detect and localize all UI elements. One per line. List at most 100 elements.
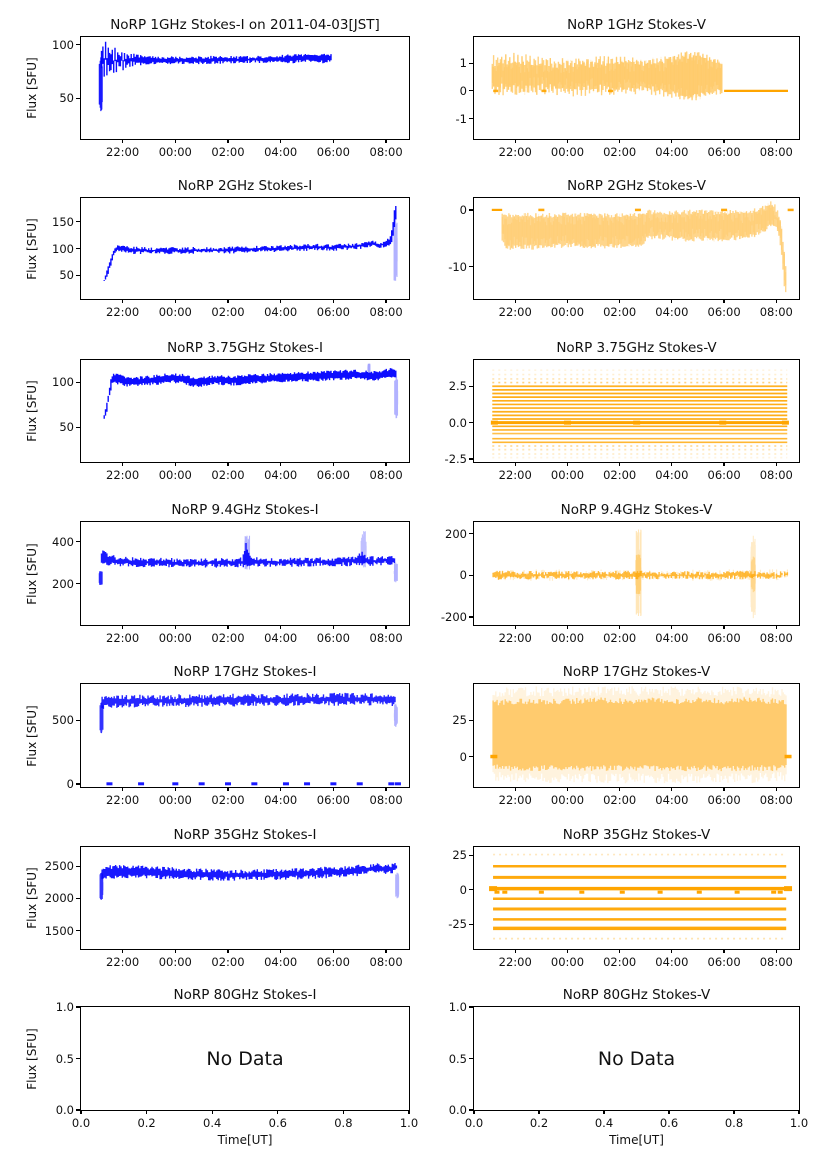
x-tick-mark [146, 1110, 148, 1114]
x-tick-mark [566, 462, 569, 466]
x-tick-mark [280, 949, 282, 953]
x-tick-label: 22:00 [498, 631, 532, 645]
x-tick-mark [619, 299, 621, 303]
y-tick-mark [469, 1006, 473, 1008]
subplot-title: NoRP 1GHz Stokes-I on 2011-04-03[JST] [110, 17, 380, 33]
y-tick-label: 1500 [44, 923, 74, 938]
y-tick-label: 50 [59, 268, 74, 283]
y-tick-label: 0 [459, 202, 467, 217]
plot-area [490, 369, 789, 459]
y-axis-label: Flux [SFU] [25, 867, 39, 929]
y-tick-mark [76, 541, 80, 543]
x-tick-mark [514, 299, 516, 303]
subplot-title: NoRP 17GHz Stokes-I [173, 664, 317, 680]
y-tick-label: 200 [445, 526, 467, 541]
x-tick-label: 00:00 [550, 631, 585, 645]
y-tick-mark [469, 62, 473, 64]
y-tick-label: 500 [52, 713, 74, 728]
subplot-80ghz-stokes-i: NoRP 80GHz Stokes-I Flux [SFU] Time[UT] 0.0… [25, 987, 418, 1147]
y-tick-label: 50 [59, 91, 74, 106]
y-tick-mark [76, 247, 80, 250]
x-tick-mark [798, 1110, 800, 1114]
x-tick-label: 06:00 [316, 793, 350, 807]
x-tick-label: 00:00 [158, 468, 192, 482]
x-tick-label: 22:00 [106, 468, 140, 482]
x-tick-mark [342, 1110, 344, 1114]
x-tick-mark [514, 787, 516, 791]
y-tick-mark [76, 583, 80, 585]
plot-area [103, 363, 399, 419]
x-tick-mark [280, 625, 282, 629]
y-tick-label: 100 [52, 241, 74, 256]
x-tick-mark [227, 787, 229, 791]
y-tick-mark [76, 43, 80, 46]
x-tick-mark [227, 299, 229, 303]
x-tick-label: 0.6 [659, 1116, 679, 1130]
y-tick-label: 0 [459, 568, 467, 583]
subplot-title: NoRP 3.75GHz Stokes-V [556, 340, 717, 356]
x-tick-mark [385, 299, 387, 303]
x-tick-mark [280, 299, 282, 303]
x-tick-label: 06:00 [316, 305, 350, 319]
x-tick-mark [775, 949, 777, 953]
x-tick-label: 02:00 [211, 468, 245, 482]
y-tick-label: 0.0 [448, 1103, 467, 1117]
x-tick-label: 08:00 [369, 468, 403, 482]
x-axis-label: Time[UT] [609, 1133, 664, 1147]
subplot-9.4ghz-stokes-i: NoRP 9.4GHz Stokes-I Flux [SFU] 200 400 22:0… [25, 502, 410, 645]
y-tick-mark [76, 274, 80, 276]
x-tick-label: 08:00 [369, 631, 403, 645]
subplot-3.75ghz-stokes-v: NoRP 3.75GHz Stokes-V -2.5 0.0 2.5 22:00 00:0… [445, 340, 800, 482]
y-tick-label: 0.0 [55, 1103, 74, 1117]
x-tick-label: 1.0 [399, 1116, 419, 1130]
y-tick-mark [469, 923, 473, 925]
x-tick-mark [80, 1110, 82, 1114]
x-tick-mark [723, 625, 725, 629]
subplot-title: NoRP 2GHz Stokes-I [177, 178, 313, 194]
y-axis-label: Flux [SFU] [25, 542, 39, 605]
x-tick-mark [775, 299, 777, 303]
x-tick-label: 02:00 [211, 305, 245, 319]
plot-area [99, 863, 400, 900]
x-tick-mark [723, 462, 725, 466]
y-tick-label: 25 [452, 713, 467, 728]
x-tick-mark [227, 462, 229, 466]
x-tick-label: 04:00 [655, 305, 689, 319]
x-tick-label: 08:00 [369, 145, 403, 159]
x-tick-label: 00:00 [550, 955, 585, 969]
x-tick-label: 02:00 [603, 145, 637, 159]
y-tick-label: 2000 [44, 891, 74, 906]
x-tick-label: 00:00 [158, 145, 192, 159]
x-tick-mark [775, 139, 777, 143]
x-tick-mark [619, 787, 621, 791]
x-tick-mark [671, 139, 673, 143]
x-tick-mark [566, 139, 569, 143]
y-tick-mark [76, 929, 80, 932]
y-tick-label: 2.5 [448, 379, 467, 394]
y-tick-mark [469, 854, 473, 856]
x-tick-mark [385, 949, 387, 953]
x-tick-label: 0.2 [137, 1116, 156, 1130]
x-tick-label: 22:00 [106, 793, 140, 807]
x-tick-label: 22:00 [106, 955, 140, 969]
x-tick-mark [280, 462, 282, 466]
x-tick-mark [332, 787, 334, 791]
subplot-title: NoRP 9.4GHz Stokes-I [171, 502, 319, 518]
y-tick-mark [76, 865, 80, 867]
y-tick-label: 0.5 [448, 1051, 467, 1066]
subplot-9.4ghz-stokes-v: NoRP 9.4GHz Stokes-V -200 0 200 22:00 00:00 02… [441, 502, 800, 645]
x-tick-mark [332, 462, 334, 466]
plot-area [491, 51, 788, 101]
x-tick-mark [603, 1110, 605, 1114]
x-tick-mark [566, 625, 569, 629]
y-tick-mark [469, 719, 473, 721]
subplot-1ghz-stokes-i: NoRP 1GHz Stokes-I on 2011-04-03[JST] Flu… [25, 17, 410, 159]
x-tick-mark [723, 299, 725, 303]
plot-area [103, 206, 398, 281]
x-tick-mark [227, 949, 229, 953]
x-tick-label: 04:00 [264, 145, 298, 159]
subplot-80ghz-stokes-v: NoRP 80GHz Stokes-V Time[UT] 0.0 0.5 1.0 0.0 0… [449, 987, 808, 1147]
x-tick-mark [227, 625, 229, 629]
y-tick-label: 100 [52, 375, 74, 390]
x-tick-mark [514, 462, 516, 466]
